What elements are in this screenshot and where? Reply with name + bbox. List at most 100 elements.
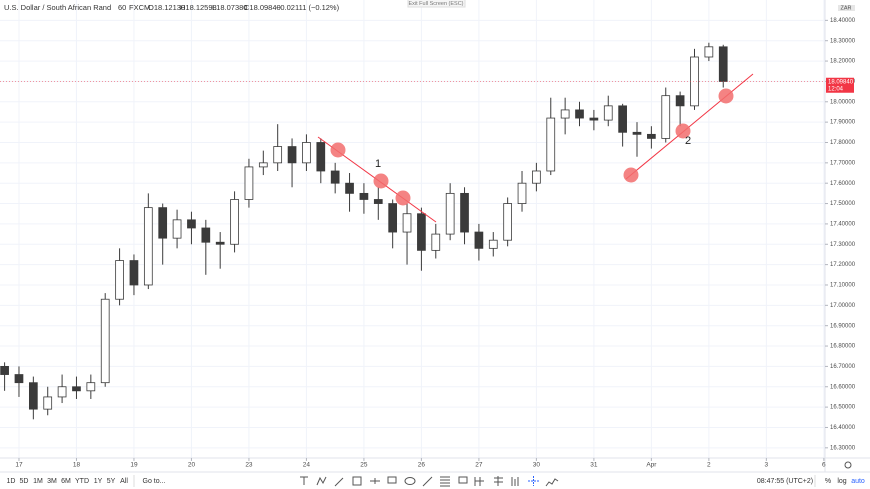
drawing-toolbar — [300, 476, 559, 487]
candle-body — [345, 182, 354, 194]
circle-marker — [395, 190, 411, 206]
x-tick-label: 24 — [303, 462, 311, 469]
y-tick-label: 17.60000 — [830, 181, 856, 187]
y-tick-label: 16.80000 — [830, 344, 856, 350]
candle-body — [618, 105, 627, 133]
candle-body — [488, 239, 498, 249]
line-tool[interactable] — [422, 476, 433, 487]
candle-body — [704, 46, 714, 58]
candle-body — [187, 219, 196, 229]
candle-body — [57, 386, 67, 398]
text-tool[interactable] — [300, 476, 308, 485]
candle-body — [115, 260, 124, 300]
candle-body — [316, 142, 326, 172]
candle-body — [690, 56, 699, 107]
range-button[interactable]: 1D — [7, 478, 16, 485]
ellipse-tool[interactable] — [404, 477, 416, 485]
y-tick-label: 18.20000 — [830, 59, 856, 65]
circle-marker — [373, 173, 389, 189]
candle-body — [589, 117, 599, 121]
y-tick-label: 17.50000 — [830, 201, 856, 207]
range-button[interactable]: 5D — [20, 478, 29, 485]
symbol: U.S. Dollar / South African Rand — [4, 3, 111, 12]
pen-tool[interactable] — [316, 476, 327, 486]
callout-tool[interactable] — [387, 476, 397, 484]
settings-icon[interactable] — [844, 461, 852, 469]
candle-body — [330, 170, 340, 184]
candle-body — [603, 105, 613, 121]
candle-body — [675, 95, 685, 107]
range-button[interactable]: 6M — [61, 478, 71, 485]
percent-toggle[interactable]: % — [825, 478, 831, 485]
candle-body — [402, 213, 412, 233]
crosshair-tool[interactable] — [528, 476, 539, 486]
ohlc-close: C18.09840 — [244, 3, 281, 12]
exit-fullscreen[interactable] — [407, 0, 466, 8]
range-button[interactable]: 5Y — [107, 478, 116, 485]
y-tick-label: 18.00000 — [830, 99, 856, 105]
candle-body — [100, 298, 110, 384]
y-tick-label: 16.60000 — [830, 384, 856, 390]
candle-body — [258, 162, 268, 168]
candle-body — [445, 192, 455, 235]
range-button[interactable]: 1M — [33, 478, 43, 485]
y-tick-label: 17.30000 — [830, 242, 856, 248]
x-tick-label: 23 — [245, 462, 253, 469]
range-button[interactable]: 1Y — [94, 478, 103, 485]
y-tick-label: 16.70000 — [830, 364, 856, 370]
annotation: 2 — [685, 135, 691, 147]
y-tick-label: 16.90000 — [830, 323, 856, 329]
candle-body — [359, 192, 369, 200]
candle-body — [86, 382, 96, 392]
exit-fullscreen-label[interactable]: Exit Full Screen (ESC) — [408, 1, 463, 7]
auto-toggle[interactable]: auto — [851, 478, 865, 485]
x-tick-label: 17 — [15, 462, 23, 469]
compare-tool[interactable] — [545, 478, 559, 487]
y-tick-label: 18.30000 — [830, 38, 856, 44]
range-button[interactable]: YTD — [75, 478, 89, 485]
hline-tool[interactable] — [370, 478, 380, 484]
annotation: 1 — [375, 158, 381, 170]
rect-tool[interactable] — [352, 476, 362, 486]
price-axis: 16.30000 16.40000 16.50000 16.60000 16.70000… — [0, 18, 856, 451]
projection-tool[interactable] — [494, 476, 503, 486]
x-tick-label: 6 — [822, 462, 826, 469]
candle-body — [0, 365, 9, 375]
candle-body — [129, 260, 139, 286]
range-button[interactable]: 3M — [47, 478, 57, 485]
pattern-tool[interactable] — [474, 477, 484, 486]
candle-body — [172, 219, 182, 239]
currency-badge — [838, 5, 855, 11]
candle-body — [575, 109, 584, 119]
log-toggle[interactable]: log — [837, 478, 846, 485]
x-tick-label: 25 — [360, 462, 368, 469]
time-axis: 17 18 19 20 23 24 25 26 27 30 31 Apr 2 3 6 — [15, 458, 826, 469]
currency: ZAR — [841, 5, 852, 11]
y-tick-label: 16.30000 — [830, 445, 856, 451]
candle-body — [503, 203, 513, 241]
candle-body — [417, 213, 426, 251]
candle-body — [632, 131, 642, 135]
ohlc-open: O18.12130 — [148, 3, 185, 12]
candle-body — [647, 133, 656, 139]
note-tool[interactable] — [458, 476, 468, 484]
interval: 60 — [118, 3, 126, 12]
fib-tool[interactable] — [440, 476, 450, 487]
range-button[interactable]: All — [120, 478, 128, 485]
exchange: FXCM — [129, 3, 150, 12]
goto[interactable]: Go to... — [143, 478, 166, 485]
last-price-label: 18.09840 — [828, 79, 854, 85]
ohlc-low: L18.07380 — [212, 3, 247, 12]
candle-body — [474, 231, 484, 249]
settings-icon[interactable] — [844, 461, 852, 469]
candle-body — [287, 146, 297, 164]
brush-tool[interactable] — [334, 477, 344, 487]
y-tick-label: 17.10000 — [830, 283, 856, 289]
bars-tool[interactable] — [511, 477, 519, 486]
drawings: 1 2 — [317, 73, 754, 223]
x-tick-label: Apr — [646, 462, 657, 469]
candle-body — [388, 203, 398, 233]
x-tick-label: 27 — [475, 462, 483, 469]
x-tick-label: 30 — [533, 462, 541, 469]
candle-body — [661, 95, 671, 139]
